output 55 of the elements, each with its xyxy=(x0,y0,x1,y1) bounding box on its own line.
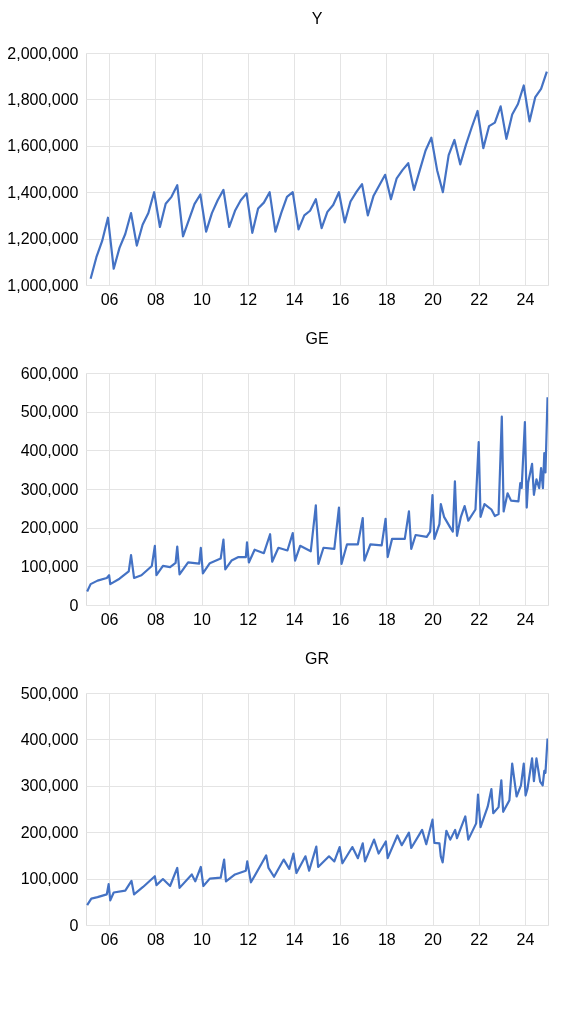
x-tick-label: 10 xyxy=(193,610,211,628)
line-series xyxy=(86,737,548,907)
x-tick-label: 24 xyxy=(516,290,535,308)
y-tick-label: 0 xyxy=(69,596,79,614)
x-tick-label: 06 xyxy=(100,290,119,308)
chart-title: GR xyxy=(305,650,329,667)
x-tick-label: 06 xyxy=(100,930,119,948)
y-tick-label: 300,000 xyxy=(20,777,79,795)
y-tick-label: 1,800,000 xyxy=(7,90,79,108)
x-tick-label: 08 xyxy=(146,610,165,628)
y-tick-label: 1,400,000 xyxy=(7,183,79,201)
x-tick-label: 10 xyxy=(193,930,211,948)
chart-title: GE xyxy=(305,330,329,347)
x-tick-label: 20 xyxy=(424,290,442,308)
line-series xyxy=(86,396,548,593)
x-tick-label: 06 xyxy=(100,610,119,628)
chart-title: Y xyxy=(311,10,323,27)
y-tick-label: 600,000 xyxy=(20,364,79,382)
y-tick-label: 500,000 xyxy=(20,403,79,421)
y-tick-label: 1,600,000 xyxy=(7,137,79,155)
y-tick-label: 100,000 xyxy=(20,557,79,575)
y-tick-label: 100,000 xyxy=(20,870,79,888)
x-tick-label: 22 xyxy=(470,930,489,948)
x-tick-label: 12 xyxy=(239,930,258,948)
x-tick-label: 16 xyxy=(331,930,350,948)
x-tick-label: 12 xyxy=(239,610,258,628)
x-tick-label: 18 xyxy=(377,930,396,948)
y-tick-label: 0 xyxy=(69,916,79,934)
y-tick-label: 500,000 xyxy=(20,684,79,702)
y-tick-label: 300,000 xyxy=(20,480,79,498)
x-tick-label: 22 xyxy=(470,290,489,308)
y-tick-label: 200,000 xyxy=(20,823,79,841)
x-tick-label: 20 xyxy=(424,610,442,628)
x-tick-label: 14 xyxy=(285,930,304,948)
x-tick-label: 14 xyxy=(285,610,304,628)
x-tick-label: 08 xyxy=(146,290,165,308)
x-tick-label: 16 xyxy=(331,610,350,628)
y-tick-label: 1,000,000 xyxy=(7,276,79,294)
x-tick-label: 24 xyxy=(516,930,535,948)
x-tick-label: 20 xyxy=(424,930,442,948)
x-tick-label: 16 xyxy=(331,290,350,308)
line-series xyxy=(89,70,548,280)
x-tick-label: 10 xyxy=(193,290,211,308)
y-tick-label: 200,000 xyxy=(20,519,79,537)
y-tick-label: 400,000 xyxy=(20,441,79,459)
y-tick-label: 400,000 xyxy=(20,730,79,748)
x-tick-label: 18 xyxy=(377,290,396,308)
x-tick-label: 12 xyxy=(239,290,258,308)
x-tick-label: 18 xyxy=(377,610,396,628)
x-tick-label: 14 xyxy=(285,290,304,308)
x-tick-label: 22 xyxy=(470,610,489,628)
x-tick-label: 08 xyxy=(146,930,165,948)
x-tick-label: 24 xyxy=(516,610,535,628)
y-tick-label: 2,000,000 xyxy=(7,44,79,62)
y-tick-label: 1,200,000 xyxy=(7,230,79,248)
